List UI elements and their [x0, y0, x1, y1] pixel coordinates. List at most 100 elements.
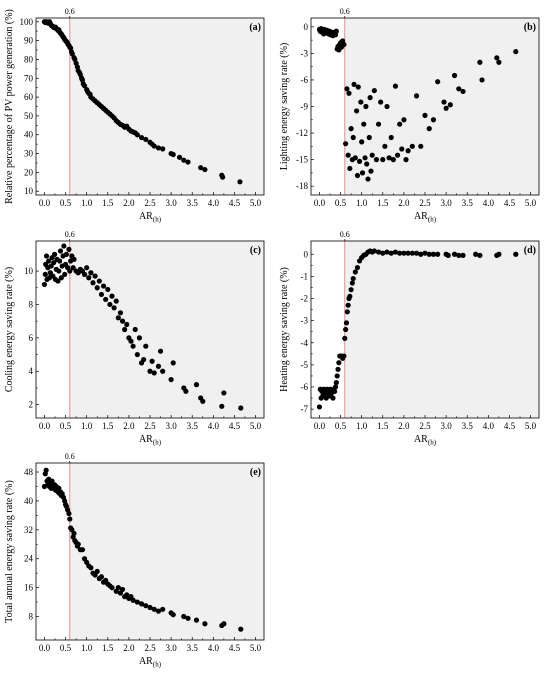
chart-3-point-56 [405, 250, 411, 256]
chart-1-point-42 [356, 158, 363, 164]
chart-1-ytick-label: -18 [296, 181, 308, 191]
chart-2-point-41 [86, 275, 92, 281]
chart-0-xtick-label: 4.5 [229, 198, 241, 208]
chart-4-point-56 [119, 586, 126, 593]
chart-2-point-25 [62, 271, 68, 277]
chart-0-xlabel: AR(h) [139, 211, 162, 224]
chart-2-point-67 [141, 356, 147, 363]
chart-2-xtick-label: 5.0 [250, 421, 262, 431]
chart-4-ylabel: Total annual energy saving rate (%) [4, 480, 15, 623]
chart-0-panel-label: (a) [249, 22, 261, 33]
chart-4-xtick-label: 3.5 [187, 643, 199, 653]
chart-2-point-43 [90, 280, 96, 286]
chart-0-ytick-label: 60 [24, 92, 34, 102]
chart-4-xtick-label: 0.5 [60, 643, 72, 653]
chart-4-xtick-label: 2.5 [144, 643, 156, 653]
chart-2-point-17 [55, 278, 61, 284]
chart-1-panel-label: (b) [524, 22, 536, 33]
chart-2-point-75 [168, 376, 174, 383]
chart-0-xtick-label: 2.5 [144, 198, 156, 208]
chart-2-point-19 [57, 258, 63, 264]
chart-2-point-20 [57, 248, 64, 254]
chart-1-frame [310, 17, 540, 196]
chart-2-point-84 [238, 405, 244, 411]
chart-1-point-28 [341, 41, 347, 48]
chart-0-ytick-label: 10 [24, 186, 34, 196]
chart-4-shaded-region [69, 463, 265, 640]
chart-2-ytick-label: 6 [29, 333, 34, 343]
chart-0-point-87 [220, 174, 226, 180]
chart-4-ref-label: 0.6 [65, 452, 75, 461]
chart-3-point-38 [350, 276, 356, 282]
chart-1-point-60 [382, 143, 388, 149]
chart-1-point-65 [392, 83, 399, 89]
chart-0-point-83 [185, 159, 191, 165]
chart-2-xtick-label: 2.5 [144, 421, 156, 431]
chart-1-point-69 [401, 117, 407, 123]
chart-1-ytick-label: 0 [304, 22, 309, 32]
chart-0-ytick-label: 20 [24, 167, 34, 177]
chart-3-point-61 [426, 251, 432, 257]
chart-3-frame [310, 240, 540, 419]
chart-1-ytick-label: -9 [301, 102, 309, 112]
chart-1-xtick-label: 2.0 [398, 198, 410, 208]
chart-2-point-0 [41, 281, 48, 288]
chart-4-point-47 [98, 574, 105, 580]
chart-3-point-33 [345, 302, 351, 308]
chart-3-point-67 [456, 252, 462, 258]
chart-2-point-57 [119, 318, 126, 324]
chart-1-point-58 [378, 99, 384, 105]
chart-1-xtick-label: 0.5 [335, 198, 347, 208]
chart-1-point-67 [397, 121, 403, 127]
chart-3-ytick-label: -4 [301, 338, 309, 348]
chart-1-point-84 [460, 88, 466, 95]
chart-4-ytick-label: 8 [29, 612, 34, 622]
chart-2-point-29 [66, 246, 72, 252]
chart-1-ytick-label: -3 [301, 48, 309, 58]
chart-1-point-49 [364, 161, 370, 167]
chart-0-ylabel: Relative percentage of PV power generati… [4, 9, 15, 204]
chart-2-point-18 [56, 268, 62, 274]
chart-0-xtick-label: 0.0 [39, 198, 51, 208]
chart-3-xlabel-main: AR [414, 434, 428, 445]
chart-3-panel-label: (d) [524, 245, 536, 256]
chart-3-xtick-label: 1.5 [377, 421, 389, 431]
chart-3-point-73 [513, 251, 519, 257]
chart-3-point-22 [335, 366, 341, 372]
chart-1-xtick-label: 4.0 [483, 198, 495, 208]
chart-2-point-50 [105, 286, 111, 293]
chart-2-xtick-label: 4.0 [208, 421, 220, 431]
chart-1-point-73 [413, 93, 420, 99]
chart-1-point-47 [362, 155, 368, 161]
chart-1-xtick-label: 2.5 [419, 198, 431, 208]
chart-4-xtick-label: 5.0 [250, 643, 262, 653]
chart-4-xlabel: AR(h) [139, 656, 162, 669]
chart-3-point-58 [413, 250, 420, 256]
chart-2-panel-label: (c) [250, 245, 261, 256]
chart-1-point-62 [386, 155, 392, 161]
chart-2-xlabel: AR(h) [139, 434, 162, 447]
chart-4-point-72 [185, 615, 191, 621]
chart-0-point-81 [176, 154, 183, 160]
chart-3-point-36 [348, 287, 354, 293]
chart-4-xtick-label: 1.0 [81, 643, 93, 653]
chart-1-point-88 [496, 59, 502, 65]
chart-2-point-51 [107, 301, 113, 308]
chart-2-shaded-region [69, 241, 265, 418]
chart-3-point-60 [422, 250, 428, 256]
chart-1-point-71 [405, 148, 411, 154]
chart-3-xtick-label: 4.0 [483, 421, 495, 431]
chart-2-point-54 [113, 298, 119, 304]
chart-4-ytick-label: 24 [24, 554, 34, 564]
chart-3-point-35 [347, 293, 353, 299]
chart-4-point-65 [147, 604, 153, 611]
chart-3-ytick-label: -3 [301, 316, 309, 326]
chart-1-point-77 [430, 117, 437, 123]
chart-4-point-27 [66, 510, 72, 517]
chart-0-point-76 [151, 143, 157, 149]
chart-1-point-61 [384, 103, 390, 110]
chart-3-point-37 [349, 280, 355, 286]
chart-0-frame [35, 17, 265, 196]
chart-1-point-63 [388, 134, 394, 141]
chart-1-point-20 [333, 28, 339, 34]
